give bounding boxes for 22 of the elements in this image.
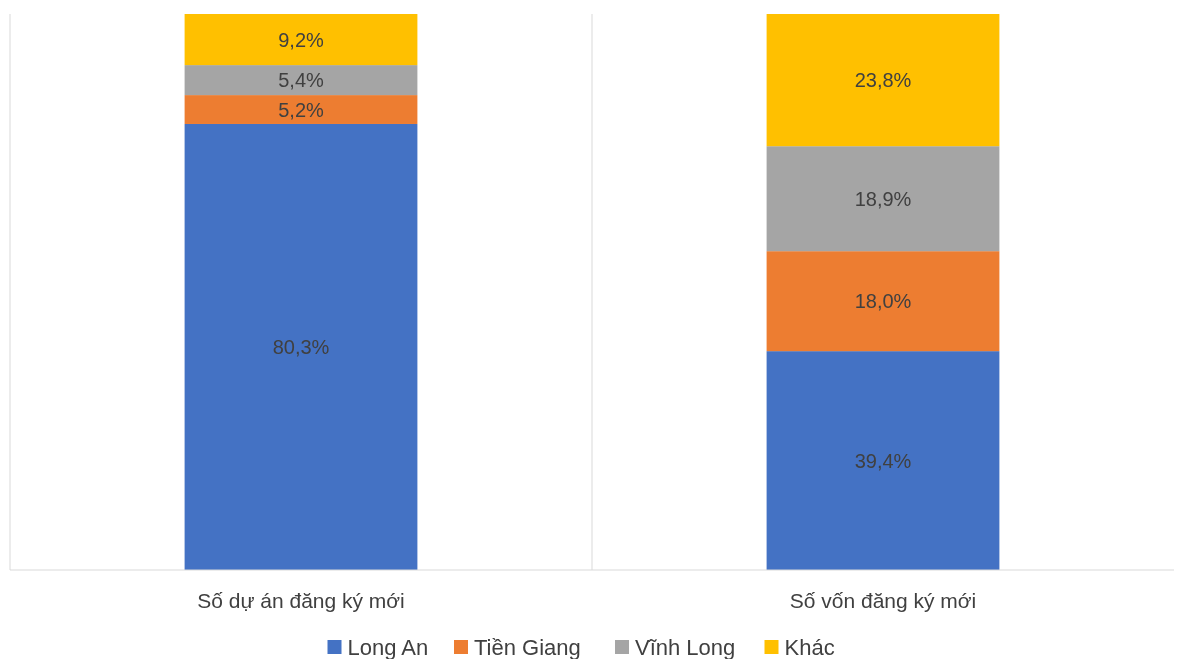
data-label: 5,4% <box>278 69 325 92</box>
bar <box>766 351 1000 570</box>
bar <box>184 123 418 570</box>
legend-label: Tiền Giang <box>474 635 581 660</box>
data-label: 23,8% <box>854 69 912 92</box>
data-label: 5,2% <box>278 98 325 121</box>
data-label: 9,2% <box>278 28 325 51</box>
legend-label: Khác <box>784 635 835 660</box>
bar <box>184 14 418 66</box>
legend-label: Long An <box>347 635 429 660</box>
data-label: 39,4% <box>854 449 912 472</box>
data-label: 18,9% <box>854 187 912 210</box>
bar <box>766 251 1000 352</box>
data-label: 18,0% <box>854 290 912 313</box>
bar <box>184 95 418 124</box>
bar <box>766 146 1000 252</box>
bar <box>766 14 1000 147</box>
legend-label: Vĩnh Long <box>635 635 736 660</box>
bar <box>184 65 418 96</box>
x-tick-label: Số vốn đăng ký mới <box>789 589 977 612</box>
data-label: 80,3% <box>272 335 330 358</box>
x-tick-label: Số dự án đăng ký mới <box>197 589 405 612</box>
